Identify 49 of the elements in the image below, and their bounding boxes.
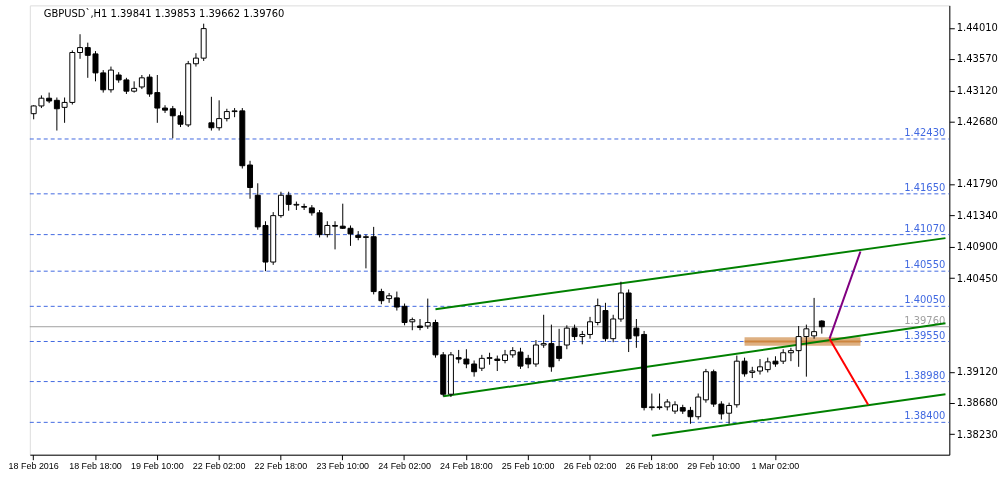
ref-line-label: 1.40550 bbox=[904, 259, 946, 271]
ref-line-label: 1.38400 bbox=[904, 410, 946, 422]
candlestick bbox=[787, 347, 794, 362]
ref-line-label: 1.39760 bbox=[904, 314, 946, 326]
candlestick bbox=[417, 318, 424, 331]
x-tick-label: 25 Feb 10:00 bbox=[501, 461, 555, 472]
x-tick-label: 18 Feb 2016 bbox=[8, 461, 59, 472]
chart-title: GBPUSD`,H1 1.39841 1.39853 1.39662 1.39760 bbox=[43, 8, 285, 20]
x-tick-label: 1 Mar 02:00 bbox=[751, 461, 800, 472]
y-tick-label: 1.38230 bbox=[956, 428, 998, 440]
y-tick-label: 1.41790 bbox=[956, 178, 998, 190]
x-tick-label: 18 Feb 18:00 bbox=[69, 461, 122, 472]
candlestick bbox=[332, 220, 339, 250]
y-tick-label: 1.42680 bbox=[956, 115, 998, 127]
y-tick-label: 1.39120 bbox=[956, 366, 998, 378]
x-tick-label: 22 Feb 02:00 bbox=[192, 461, 246, 472]
candlestick bbox=[757, 358, 763, 376]
candlestick bbox=[162, 104, 169, 114]
candlestick bbox=[587, 316, 593, 340]
candlestick bbox=[532, 339, 539, 368]
x-tick-label: 24 Feb 02:00 bbox=[378, 461, 431, 472]
x-tick-label: 29 Feb 10:00 bbox=[687, 461, 741, 472]
y-tick-label: 1.43570 bbox=[956, 53, 998, 65]
ref-line-label: 1.41650 bbox=[904, 181, 946, 193]
candlestick bbox=[192, 52, 199, 68]
x-tick-label: 26 Feb 02:00 bbox=[563, 461, 617, 472]
candlestick bbox=[301, 203, 308, 211]
ref-line-label: 1.42430 bbox=[904, 127, 946, 139]
candlestick bbox=[107, 66, 114, 94]
x-tick-label: 19 Feb 10:00 bbox=[130, 461, 184, 472]
x-tick-label: 24 Feb 18:00 bbox=[440, 461, 493, 472]
candlestick bbox=[277, 191, 284, 219]
y-tick-label: 1.40900 bbox=[956, 241, 998, 253]
y-tick-label: 1.38680 bbox=[956, 397, 998, 409]
candlestick bbox=[502, 349, 509, 364]
ref-line-label: 1.38980 bbox=[904, 369, 946, 381]
x-tick-label: 23 Feb 10:00 bbox=[316, 461, 370, 472]
x-tick-label: 22 Feb 18:00 bbox=[254, 461, 308, 472]
candlestick bbox=[247, 160, 254, 200]
y-tick-label: 1.40450 bbox=[956, 272, 998, 284]
y-tick-label: 1.44010 bbox=[956, 22, 998, 34]
ref-line-label: 1.40050 bbox=[904, 294, 946, 306]
y-tick-label: 1.41340 bbox=[956, 210, 998, 222]
ref-line-label: 1.41070 bbox=[904, 222, 946, 234]
candlestick bbox=[77, 33, 84, 60]
x-tick-label: 26 Feb 18:00 bbox=[625, 461, 679, 472]
y-tick-label: 1.43120 bbox=[956, 84, 998, 96]
ref-line-label: 1.39550 bbox=[904, 329, 946, 341]
candlestick bbox=[362, 234, 369, 269]
